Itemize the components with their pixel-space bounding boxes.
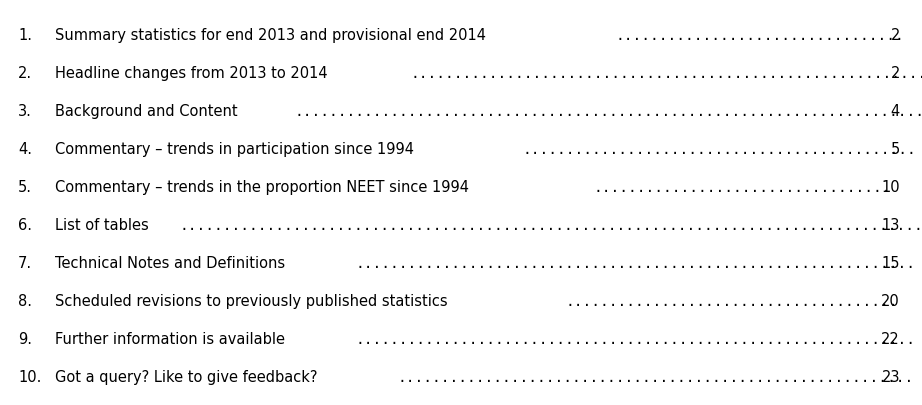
Text: .........................................................................: ........................................… <box>295 104 922 119</box>
Text: 10.: 10. <box>18 369 41 384</box>
Text: .................................: ................................. <box>615 28 904 43</box>
Text: Summary statistics for end 2013 and provisional end 2014: Summary statistics for end 2013 and prov… <box>55 28 486 43</box>
Text: 4.: 4. <box>18 142 32 157</box>
Text: 20: 20 <box>881 293 900 308</box>
Text: List of tables: List of tables <box>55 217 148 232</box>
Text: 9.: 9. <box>18 331 32 346</box>
Text: Technical Notes and Definitions: Technical Notes and Definitions <box>55 256 285 270</box>
Text: 13: 13 <box>881 217 900 232</box>
Text: 4: 4 <box>891 104 900 119</box>
Text: 2: 2 <box>891 28 900 43</box>
Text: Scheduled revisions to previously published statistics: Scheduled revisions to previously publis… <box>55 293 447 308</box>
Text: 7.: 7. <box>18 256 32 270</box>
Text: Further information is available: Further information is available <box>55 331 285 346</box>
Text: Commentary – trends in the proportion NEET since 1994: Commentary – trends in the proportion NE… <box>55 179 469 194</box>
Text: ..................................: .................................. <box>593 179 891 194</box>
Text: 5: 5 <box>891 142 900 157</box>
Text: Commentary – trends in participation since 1994: Commentary – trends in participation sin… <box>55 142 414 157</box>
Text: 10: 10 <box>881 179 900 194</box>
Text: 2.: 2. <box>18 66 32 81</box>
Text: 8.: 8. <box>18 293 32 308</box>
Text: 23: 23 <box>881 369 900 384</box>
Text: ...........................................................: ........................................… <box>411 66 922 81</box>
Text: 15: 15 <box>881 256 900 270</box>
Text: 5.: 5. <box>18 179 32 194</box>
Text: ...........................................................: ........................................… <box>397 369 914 384</box>
Text: ................................................................................: ........................................… <box>180 217 922 232</box>
Text: Headline changes from 2013 to 2014: Headline changes from 2013 to 2014 <box>55 66 327 81</box>
Text: 6.: 6. <box>18 217 32 232</box>
Text: 3.: 3. <box>18 104 32 119</box>
Text: ......................................: ...................................... <box>565 293 898 308</box>
Text: .............................................: ........................................… <box>522 142 916 157</box>
Text: 1.: 1. <box>18 28 32 43</box>
Text: Background and Content: Background and Content <box>55 104 238 119</box>
Text: ................................................................: ........................................… <box>356 256 916 270</box>
Text: 2: 2 <box>891 66 900 81</box>
Text: Got a query? Like to give feedback?: Got a query? Like to give feedback? <box>55 369 317 384</box>
Text: 22: 22 <box>881 331 900 346</box>
Text: ................................................................: ........................................… <box>356 331 916 346</box>
